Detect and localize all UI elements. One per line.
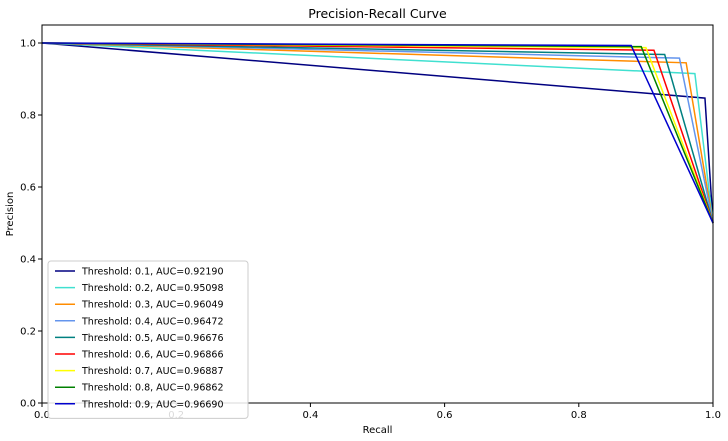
y-tick-label: 0.4 [20,255,36,266]
y-tick-label: 0.6 [20,183,36,194]
plot-frame [41,24,714,404]
chart-title: Precision-Recall Curve [308,6,447,21]
legend-entry-2: Threshold: 0.2, AUC=0.95098 [81,283,224,294]
y-tick-label: 0.0 [20,399,36,410]
legend-entry-4: Threshold: 0.4, AUC=0.96472 [81,316,224,327]
x-tick-label: 0.4 [302,410,318,421]
series-line-5 [41,42,714,224]
x-tick-label: 0.0 [34,410,50,421]
legend-box [47,260,249,419]
series-line-4 [41,42,714,224]
legend-entry-5: Threshold: 0.5, AUC=0.96676 [81,333,224,344]
y-tick-label: 0.8 [20,111,36,122]
legend-entry-7: Threshold: 0.7, AUC=0.96887 [81,366,224,377]
series-line-2 [41,42,714,224]
legend: Threshold: 0.1, AUC=0.92190 Threshold: 0.… [47,260,249,419]
x-tick-label: 0.6 [437,410,453,421]
series-line-9 [41,42,714,224]
legend-entry-1: Threshold: 0.1, AUC=0.92190 [81,267,224,278]
y-tick-label: 0.2 [20,327,36,338]
x-axis-label: Recall [363,425,393,436]
series-layer [41,42,714,224]
x-tick-label: 1.0 [705,410,721,421]
y-axis: 0.0 0.2 0.4 0.6 0.8 1.0 [20,39,42,410]
legend-entry-3: Threshold: 0.3, AUC=0.96049 [81,300,224,311]
series-line-1 [41,42,714,224]
legend-entry-8: Threshold: 0.8, AUC=0.96862 [81,383,224,394]
series-line-6 [41,42,714,224]
x-tick-label: 0.8 [571,410,587,421]
legend-entry-9: Threshold: 0.9, AUC=0.96690 [81,399,224,410]
y-tick-label: 1.0 [20,39,36,50]
series-line-3 [41,42,714,224]
legend-entry-6: Threshold: 0.6, AUC=0.96866 [81,350,224,361]
y-axis-label: Precision [5,192,16,237]
